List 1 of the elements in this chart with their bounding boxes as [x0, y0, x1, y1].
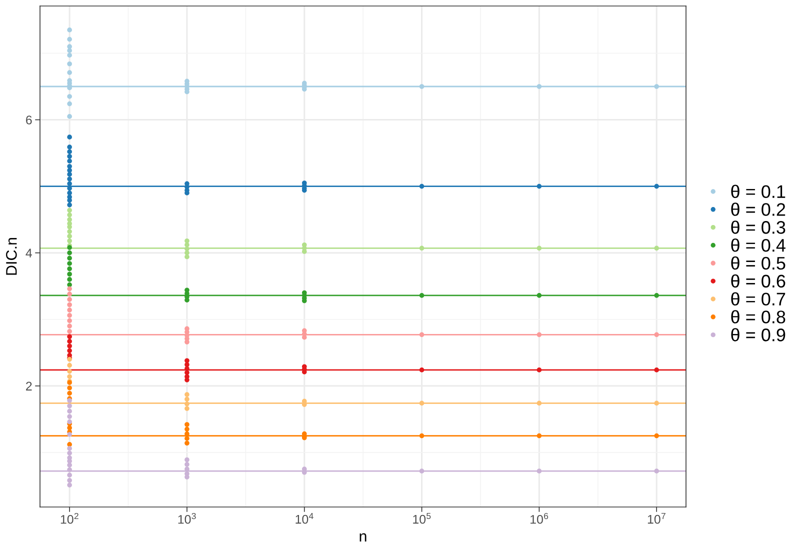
y-tick-label: 6: [26, 116, 32, 124]
